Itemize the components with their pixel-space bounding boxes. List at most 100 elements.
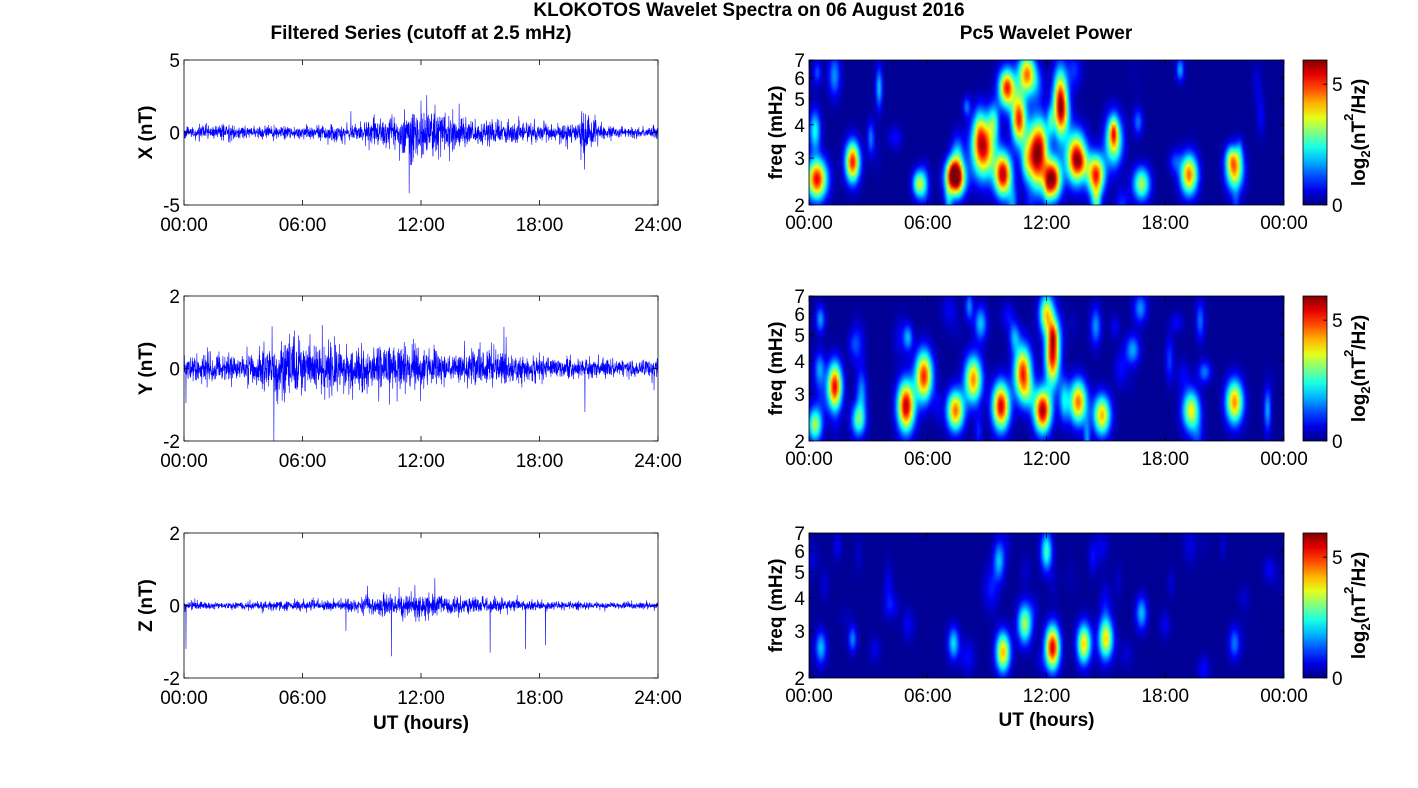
x-tick-label: 12:00 — [397, 451, 445, 472]
y-tick-label: 7 — [794, 287, 805, 308]
y-tick-label: 4 — [794, 352, 805, 373]
y-tick-label: 7 — [794, 51, 805, 72]
colorbar-label-part: /Hz) — [1349, 315, 1370, 350]
y-tick-label: 5 — [794, 90, 805, 111]
x-tick-label: 12:00 — [1023, 449, 1071, 470]
y-tick-label: 3 — [794, 622, 805, 643]
trace-line — [183, 324, 659, 442]
x-tick-label: 00:00 — [785, 213, 833, 234]
colorbar-label-part: 2 — [1358, 623, 1373, 630]
timeseries-panel-1: 5 0 -500:00 06:00 12:00 18:00 24:00 X (nT) — [136, 51, 682, 236]
colorbar-scale — [1302, 532, 1328, 679]
x-tick-label: 06:00 — [279, 215, 327, 236]
x-tick-label: 18:00 — [516, 451, 564, 472]
colorbar-label: log2(nT2/Hz) — [1341, 79, 1373, 186]
x-tick-label: 12:00 — [397, 215, 445, 236]
x-tick-label: 00:00 — [785, 449, 833, 470]
colorbar-label: log2(nT2/Hz) — [1341, 315, 1373, 422]
colorbar-label-part: 2 — [1358, 150, 1373, 157]
wavelet-power-heatmap — [809, 533, 1284, 678]
y-axis-label: Y (nT) — [136, 342, 157, 395]
x-tick-label: 00:00 — [1260, 449, 1308, 470]
colorbar-label-part: log — [1349, 158, 1370, 187]
colorbar-label-part: 2 — [1341, 350, 1356, 357]
colorbar-scale — [1302, 295, 1328, 442]
x-tick-label: 00:00 — [1260, 686, 1308, 707]
x-tick-label: 00:00 — [1260, 213, 1308, 234]
y-tick-label: -5 — [163, 196, 180, 217]
y-tick-label: 5 — [794, 326, 805, 347]
y-tick-label: 6 — [794, 69, 805, 90]
panels-group: 50-500:00 06:00 12:00 18:00 24:00X (nT)20-20… — [136, 51, 1373, 734]
colorbar-label-part: /Hz) — [1349, 79, 1370, 114]
y-axis-label: freq (mHz) — [766, 322, 787, 416]
colorbar-label-part: 2 — [1341, 114, 1356, 121]
colorbar-label-part: 2 — [1358, 386, 1373, 393]
x-tick-label: 00:00 — [785, 686, 833, 707]
y-axis-label: freq (mHz) — [766, 86, 787, 180]
x-tick-label: 24:00 — [634, 451, 682, 472]
trace-line — [183, 95, 659, 194]
colorbar-label-part: log — [1349, 394, 1370, 423]
x-tick-label: 06:00 — [904, 213, 952, 234]
x-tick-label: 18:00 — [1141, 213, 1189, 234]
y-tick-label: 0 — [169, 360, 180, 381]
x-tick-label: 18:00 — [1141, 449, 1189, 470]
x-tick-label: 06:00 — [279, 451, 327, 472]
colorbar-label-part: log — [1349, 631, 1370, 660]
y-tick-label: 2 — [794, 196, 805, 217]
wavelet-power-heatmap — [809, 296, 1284, 441]
x-tick-label: 12:00 — [1023, 686, 1071, 707]
y-tick-label: -2 — [163, 669, 180, 690]
colorbar-label-part: (nT — [1349, 121, 1370, 151]
x-tick-label: 24:00 — [634, 215, 682, 236]
x-tick-label: 06:00 — [904, 686, 952, 707]
colorbar-scale — [1302, 59, 1328, 206]
wavelet-power-heatmap — [809, 60, 1284, 205]
y-axis-label: freq (mHz) — [766, 559, 787, 653]
left-column-title: Filtered Series (cutoff at 2.5 mHz) — [271, 23, 572, 44]
y-tick-label: 0 — [169, 124, 180, 145]
y-tick-label: 5 — [169, 51, 180, 72]
colorbar: 5 0 log2(nT2/Hz) — [1302, 532, 1373, 690]
y-tick-label: 2 — [794, 432, 805, 453]
x-tick-label: 06:00 — [279, 688, 327, 709]
colorbar-tick-label: 0 — [1332, 669, 1343, 690]
x-tick-label: 12:00 — [397, 688, 445, 709]
colorbar-label-part: (nT — [1349, 594, 1370, 624]
y-tick-label: 4 — [794, 589, 805, 610]
right-column-title: Pc5 Wavelet Power — [960, 23, 1133, 44]
colorbar-label-part: /Hz) — [1349, 552, 1370, 587]
colorbar-tick-label: 0 — [1332, 432, 1343, 453]
trace-line — [183, 578, 659, 657]
colorbar-label-part: (nT — [1349, 357, 1370, 387]
y-tick-label: 2 — [794, 669, 805, 690]
x-tick-label: 18:00 — [1141, 686, 1189, 707]
colorbar-tick-label: 5 — [1332, 548, 1343, 569]
timeseries-panel-2: 2 0 -200:00 06:00 12:00 18:00 24:00 Y (nT) — [136, 287, 682, 472]
y-tick-label: 7 — [794, 524, 805, 545]
x-axis-label: UT (hours) — [373, 713, 469, 734]
y-tick-label: -2 — [163, 432, 180, 453]
y-tick-label: 6 — [794, 305, 805, 326]
figure-title: KLOKOTOS Wavelet Spectra on 06 August 20… — [533, 0, 964, 21]
x-tick-label: 00:00 — [160, 215, 208, 236]
x-tick-label: 18:00 — [516, 688, 564, 709]
x-tick-label: 18:00 — [516, 215, 564, 236]
y-tick-label: 0 — [169, 597, 180, 618]
colorbar-label: log2(nT2/Hz) — [1341, 552, 1373, 659]
timeseries-panel-3: 2 0 -200:00 06:00 12:00 18:00 24:00 Z (nT) UT (h… — [136, 524, 682, 734]
colorbar-tick-label: 0 — [1332, 196, 1343, 217]
y-tick-label: 2 — [169, 524, 180, 545]
x-axis-label: UT (hours) — [998, 710, 1094, 731]
x-tick-label: 06:00 — [904, 449, 952, 470]
x-tick-label: 12:00 — [1023, 213, 1071, 234]
x-tick-label: 24:00 — [634, 688, 682, 709]
y-tick-label: 3 — [794, 149, 805, 170]
